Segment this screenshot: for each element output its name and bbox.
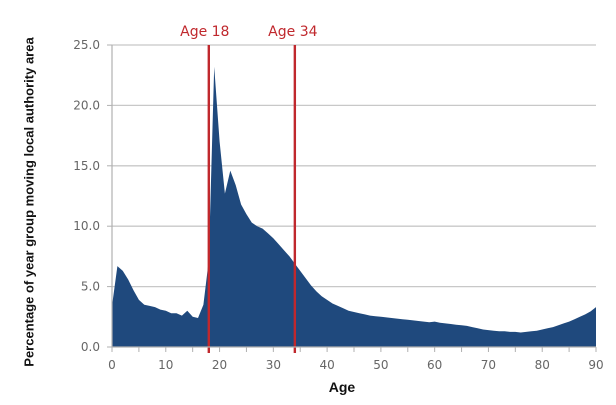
x-tick-label: 70 xyxy=(481,358,496,372)
x-axis-title: Age xyxy=(328,379,356,395)
marker-label-age-34: Age 34 xyxy=(268,24,318,40)
x-tick-label: 10 xyxy=(158,358,173,372)
x-tick-label: 20 xyxy=(212,358,227,372)
marker-label-age-18: Age 18 xyxy=(180,24,230,40)
gridlines xyxy=(107,44,596,348)
x-tick-label: 50 xyxy=(373,358,388,372)
y-tick-label: 5.0 xyxy=(81,280,100,294)
x-tick-label: 30 xyxy=(266,358,281,372)
x-tick-label: 80 xyxy=(535,358,550,372)
y-tick-label: 25.0 xyxy=(73,38,100,52)
axes xyxy=(111,45,597,352)
x-tick-label: 60 xyxy=(427,358,442,372)
area-series xyxy=(112,66,596,347)
y-tick-label: 0.0 xyxy=(81,340,100,354)
x-tick-label: 90 xyxy=(588,358,603,372)
y-tick-label: 20.0 xyxy=(73,98,100,112)
x-tick-label: 40 xyxy=(319,358,334,372)
y-tick-labels: 0.0 5.0 10.0 15.0 20.0 25.0 xyxy=(73,38,100,354)
y-axis-title: Percentage of year group moving local au… xyxy=(21,37,37,367)
y-tick-label: 15.0 xyxy=(73,159,100,173)
x-tick-labels: 0 10 20 30 40 50 60 70 80 90 xyxy=(108,358,603,372)
marker-lines xyxy=(207,45,297,353)
x-tick-label: 0 xyxy=(108,358,116,372)
y-tick-label: 10.0 xyxy=(73,219,100,233)
